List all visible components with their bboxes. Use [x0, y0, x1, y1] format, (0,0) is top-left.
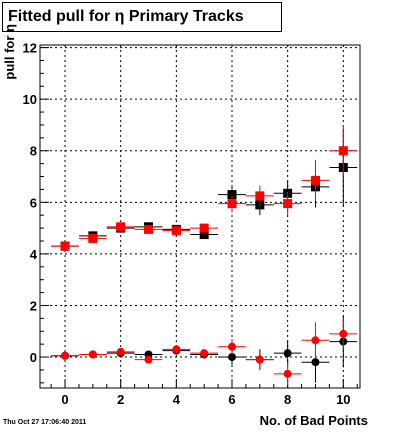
data-point-square — [227, 190, 237, 200]
y-tick-label: 4 — [30, 247, 38, 262]
y-tick-label: 12 — [23, 41, 37, 56]
x-tick-label: 10 — [336, 392, 350, 407]
data-point-square — [199, 230, 209, 240]
y-tick-label: 6 — [30, 195, 37, 210]
data-point-circle — [311, 358, 320, 367]
x-axis-label: No. of Bad Points — [259, 413, 368, 428]
data-point-square — [144, 224, 154, 234]
data-point-square — [199, 223, 209, 233]
timestamp: Thu Oct 27 17:06:40 2011 — [3, 419, 87, 426]
data-point-circle — [116, 347, 125, 356]
data-point-square — [310, 175, 320, 185]
chart-title: Fitted pull for η Primary Tracks — [2, 2, 282, 32]
x-tick-label: 2 — [117, 392, 124, 407]
plot-frame — [39, 44, 361, 389]
x-tick-label: 6 — [228, 392, 235, 407]
y-tick-label: 0 — [30, 350, 37, 365]
data-point-square — [227, 199, 237, 209]
data-point-circle — [255, 355, 264, 364]
y-tick-label: 10 — [23, 92, 37, 107]
x-tick-label: 4 — [173, 392, 181, 407]
y-tick-label: 8 — [30, 144, 37, 159]
axis-ticks — [40, 47, 358, 388]
data-point-circle — [88, 350, 97, 359]
data-marks — [51, 124, 358, 386]
data-point-circle — [283, 349, 292, 358]
data-point-circle — [283, 369, 292, 378]
series-2 — [51, 124, 358, 251]
data-point-circle — [200, 349, 209, 358]
data-point-square — [338, 146, 348, 156]
data-point-square — [116, 222, 126, 232]
x-tick-label: 0 — [61, 392, 68, 407]
x-tick-label: 8 — [284, 392, 291, 407]
series-4 — [51, 319, 358, 386]
data-point-circle — [61, 351, 70, 360]
data-point-circle — [172, 345, 181, 354]
tick-labels: 0 2 4 6 8 10 0 2 4 6 8 10 12 — [23, 41, 351, 407]
data-point-square — [88, 233, 98, 243]
data-point-square — [60, 241, 70, 251]
grid-lines — [40, 45, 360, 388]
data-point-circle — [228, 342, 236, 351]
data-point-square — [171, 226, 181, 236]
data-point-circle — [228, 353, 236, 362]
data-point-circle — [144, 355, 153, 364]
data-point-circle — [311, 336, 320, 345]
data-point-circle — [339, 329, 348, 338]
data-point-square — [283, 199, 293, 209]
data-point-square — [255, 191, 265, 201]
y-axis-label-text: pull for η — [2, 24, 17, 80]
y-tick-label: 2 — [30, 298, 37, 313]
